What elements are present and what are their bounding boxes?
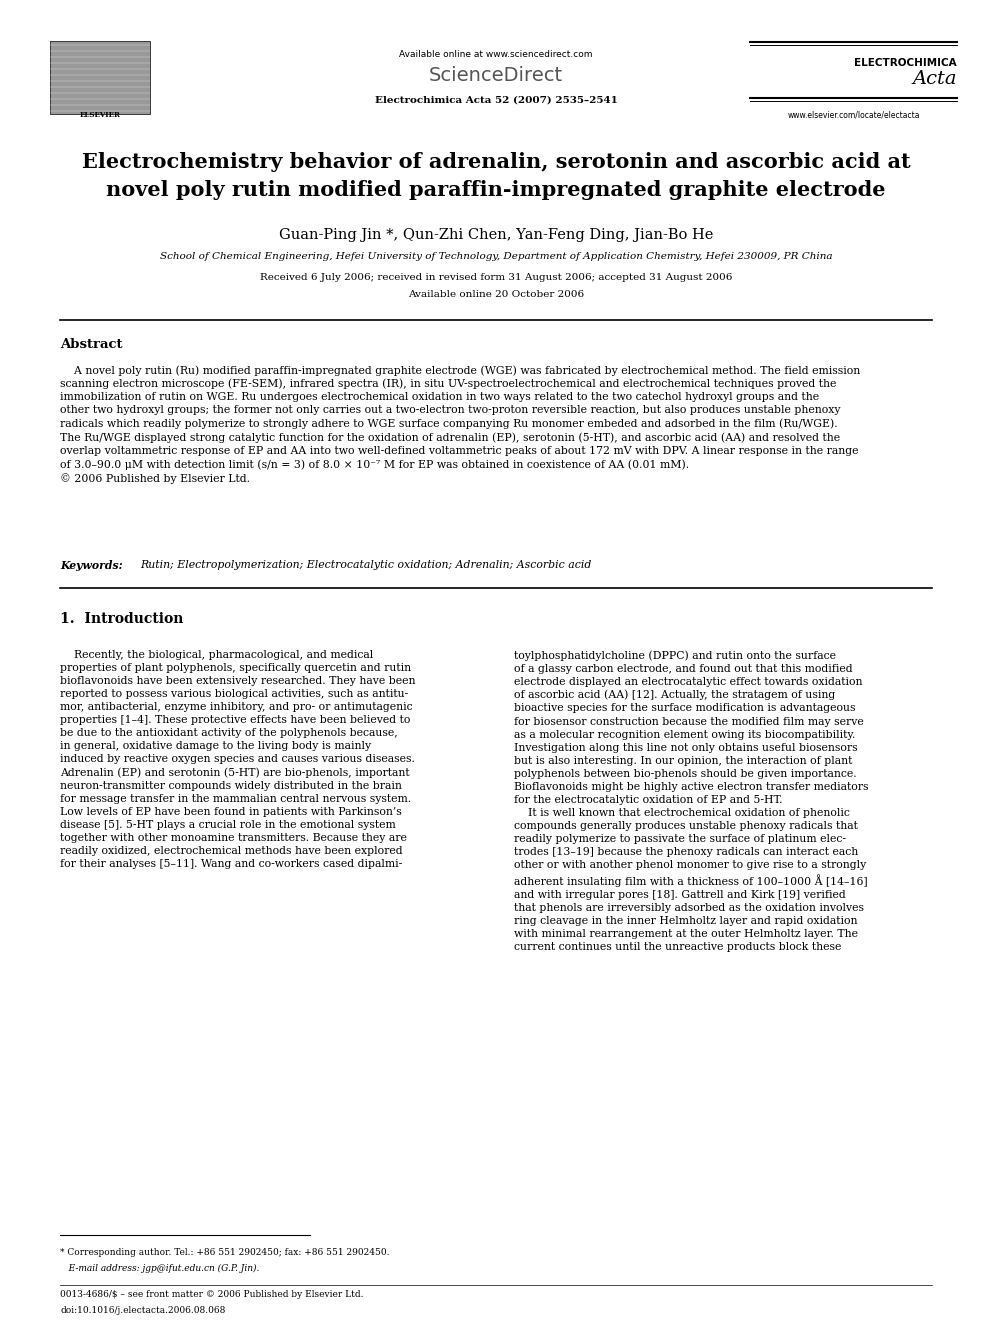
Text: School of Chemical Engineering, Hefei University of Technology, Department of Ap: School of Chemical Engineering, Hefei Un… xyxy=(160,251,832,261)
Text: Acta: Acta xyxy=(913,70,957,89)
Text: Electrochimica Acta 52 (2007) 2535–2541: Electrochimica Acta 52 (2007) 2535–2541 xyxy=(375,97,617,105)
Text: * Corresponding author. Tel.: +86 551 2902450; fax: +86 551 2902450.: * Corresponding author. Tel.: +86 551 29… xyxy=(60,1248,390,1257)
Text: ELECTROCHIMICA: ELECTROCHIMICA xyxy=(854,58,957,67)
Text: Electrochemistry behavior of adrenalin, serotonin and ascorbic acid at
novel pol: Electrochemistry behavior of adrenalin, … xyxy=(81,152,911,200)
Text: Guan-Ping Jin *, Qun-Zhi Chen, Yan-Feng Ding, Jian-Bo He: Guan-Ping Jin *, Qun-Zhi Chen, Yan-Feng … xyxy=(279,228,713,242)
Text: toylphosphatidylcholine (DPPC) and rutin onto the surface
of a glassy carbon ele: toylphosphatidylcholine (DPPC) and rutin… xyxy=(514,650,869,953)
Text: www.elsevier.com/locate/electacta: www.elsevier.com/locate/electacta xyxy=(788,110,920,119)
FancyBboxPatch shape xyxy=(50,41,151,114)
Text: A novel poly rutin (Ru) modified paraffin-impregnated graphite electrode (WGE) w: A novel poly rutin (Ru) modified paraffi… xyxy=(60,365,860,484)
Text: Received 6 July 2006; received in revised form 31 August 2006; accepted 31 Augus: Received 6 July 2006; received in revise… xyxy=(260,273,732,282)
Text: doi:10.1016/j.electacta.2006.08.068: doi:10.1016/j.electacta.2006.08.068 xyxy=(60,1306,225,1315)
Text: Rutin; Electropolymerization; Electrocatalytic oxidation; Adrenalin; Ascorbic ac: Rutin; Electropolymerization; Electrocat… xyxy=(140,560,591,570)
Text: Keywords:: Keywords: xyxy=(60,560,123,572)
Text: Available online 20 October 2006: Available online 20 October 2006 xyxy=(408,290,584,299)
Text: Recently, the biological, pharmacological, and medical
properties of plant polyp: Recently, the biological, pharmacologica… xyxy=(60,650,416,869)
Text: ELSEVIER: ELSEVIER xyxy=(79,111,121,119)
Text: 0013-4686/$ – see front matter © 2006 Published by Elsevier Ltd.: 0013-4686/$ – see front matter © 2006 Pu… xyxy=(60,1290,363,1299)
Text: ScienceDirect: ScienceDirect xyxy=(429,66,563,85)
Text: E-mail address: jgp@ifut.edu.cn (G.P. Jin).: E-mail address: jgp@ifut.edu.cn (G.P. Ji… xyxy=(60,1263,259,1273)
Text: Abstract: Abstract xyxy=(60,337,122,351)
Text: Available online at www.sciencedirect.com: Available online at www.sciencedirect.co… xyxy=(399,50,593,60)
Text: 1.  Introduction: 1. Introduction xyxy=(60,613,184,626)
